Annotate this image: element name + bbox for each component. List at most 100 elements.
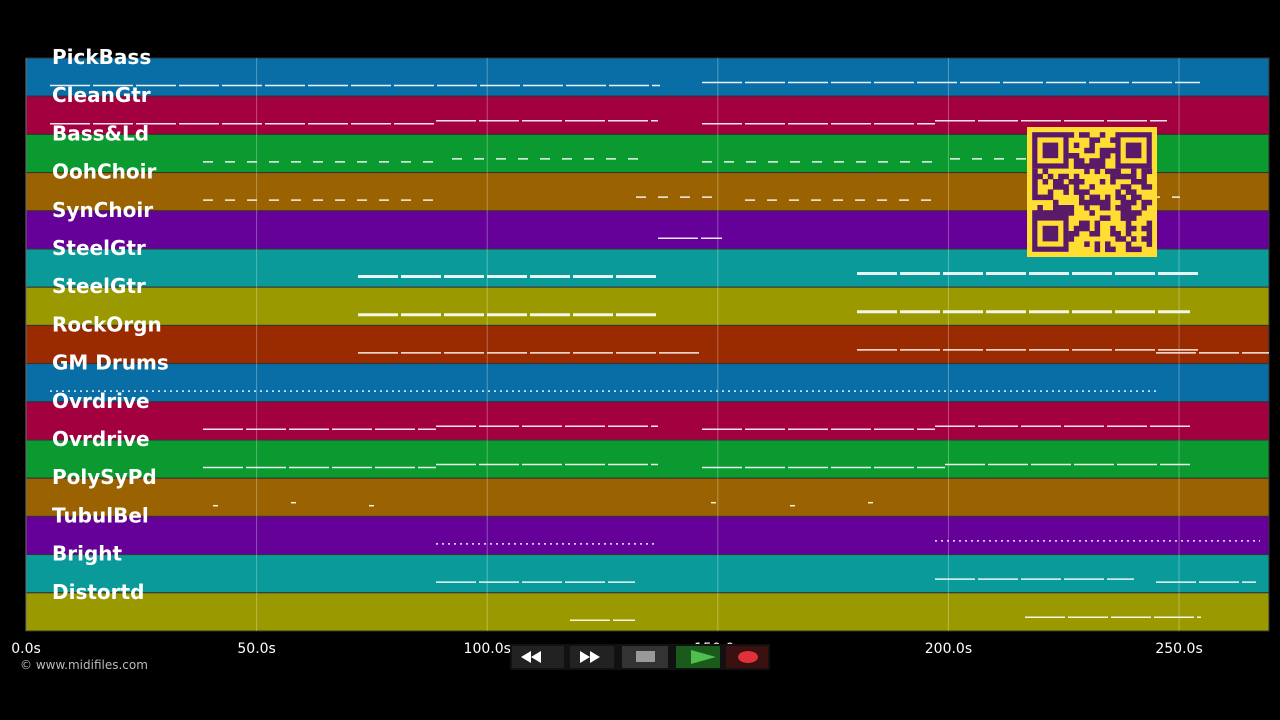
qr-cell (1084, 147, 1090, 154)
qr-cell (1105, 241, 1111, 247)
qr-cell (1032, 210, 1038, 216)
qr-cell (1110, 137, 1116, 143)
qr-cell (1125, 173, 1132, 180)
qr-finder-core (1042, 225, 1059, 242)
qr-cell (1068, 205, 1075, 211)
qr-cell (1079, 163, 1085, 169)
qr-cell (1099, 215, 1106, 221)
qr-cell (1058, 173, 1064, 180)
qr-cell (1068, 153, 1075, 159)
qr-cell (1032, 173, 1038, 180)
qr-cell (1141, 168, 1147, 175)
qr-cell (1032, 179, 1038, 185)
qr-cell (1141, 179, 1147, 185)
qr-cell (1094, 220, 1101, 227)
qr-cell (1047, 194, 1054, 201)
track-name: PolySyPd (52, 465, 157, 489)
track-name: CleanGtr (52, 83, 151, 107)
qr-cell (1058, 184, 1064, 190)
track-name: SteelGtr (52, 236, 146, 260)
qr-cell (1131, 210, 1137, 216)
qr-cell (1089, 163, 1095, 169)
qr-cell (1125, 246, 1132, 253)
qr-cell (1079, 220, 1085, 227)
qr-cell (1120, 205, 1127, 211)
qr-cell (1125, 205, 1132, 211)
qr-cell (1063, 205, 1069, 211)
qr-cell (1047, 189, 1054, 195)
qr-cell (1063, 173, 1069, 180)
qr-cell (1115, 173, 1121, 180)
track-name: TubulBel (52, 503, 149, 527)
stop-button[interactable] (622, 646, 668, 668)
qr-cell (1146, 220, 1153, 227)
qr-cell (1079, 158, 1085, 164)
qr-cell (1084, 199, 1090, 206)
time-tick-label: 250.0s (1155, 641, 1202, 657)
qr-cell (1099, 205, 1106, 211)
qr-cell (1068, 236, 1075, 242)
qr-cell (1079, 194, 1085, 201)
track-name: Ovrdrive (52, 389, 150, 413)
qr-cell (1125, 231, 1132, 237)
qr-finder (1032, 215, 1069, 252)
qr-cell (1141, 225, 1147, 232)
track-name: Distortd (52, 580, 144, 604)
qr-cell (1053, 184, 1059, 190)
qr-cell (1146, 225, 1153, 232)
record-button[interactable] (726, 646, 768, 668)
track-name: SteelGtr (52, 274, 146, 298)
qr-cell (1032, 194, 1038, 201)
qr-cell (1058, 179, 1064, 185)
track-name: RockOrgn (52, 312, 162, 336)
qr-cell (1073, 158, 1080, 164)
qr-cell (1136, 246, 1142, 253)
qr-cell (1110, 173, 1116, 180)
qr-cell (1099, 147, 1106, 154)
qr-cell (1141, 236, 1147, 242)
transport-controls (510, 644, 770, 670)
track-lane (25, 554, 1270, 594)
qr-cell (1146, 199, 1153, 206)
qr-cell (1125, 225, 1132, 232)
qr-cell (1068, 231, 1075, 237)
qr-cell (1125, 210, 1132, 216)
qr-cell (1094, 241, 1101, 247)
track-lane (25, 401, 1270, 441)
qr-cell (1125, 215, 1132, 221)
time-tick-label: 50.0s (237, 641, 275, 657)
track-name: SynChoir (52, 198, 153, 222)
qr-cell (1110, 246, 1116, 253)
play-button[interactable] (676, 646, 720, 668)
qr-cell (1146, 241, 1153, 247)
qr-cell (1094, 137, 1101, 143)
qr-cell (1115, 231, 1121, 237)
qr-cell (1110, 231, 1116, 237)
qr-cell (1131, 168, 1137, 175)
rewind-button[interactable] (512, 646, 564, 668)
qr-cell (1079, 199, 1085, 206)
qr-cell (1131, 199, 1137, 206)
qr-cell (1037, 205, 1043, 211)
qr-cell (1125, 184, 1132, 190)
qr-cell (1053, 179, 1059, 185)
track-lane (25, 439, 1270, 479)
qr-cell (1047, 210, 1054, 216)
qr-cell (1125, 241, 1132, 247)
qr-cell (1131, 246, 1137, 253)
track-lane (25, 324, 1270, 365)
qr-cell (1084, 225, 1090, 232)
notes (50, 81, 1269, 622)
qr-cell (1105, 246, 1111, 253)
qr-cell (1120, 184, 1127, 190)
qr-cell (1115, 194, 1121, 201)
qr-cell (1146, 168, 1153, 175)
qr-cell (1089, 142, 1095, 149)
qr-cell (1094, 194, 1101, 201)
qr-cell (1073, 142, 1080, 149)
forward-button[interactable] (570, 646, 614, 668)
qr-cell (1079, 179, 1085, 185)
qr-cell (1131, 173, 1137, 180)
qr-cell (1063, 210, 1069, 216)
qr-cell (1089, 184, 1095, 190)
